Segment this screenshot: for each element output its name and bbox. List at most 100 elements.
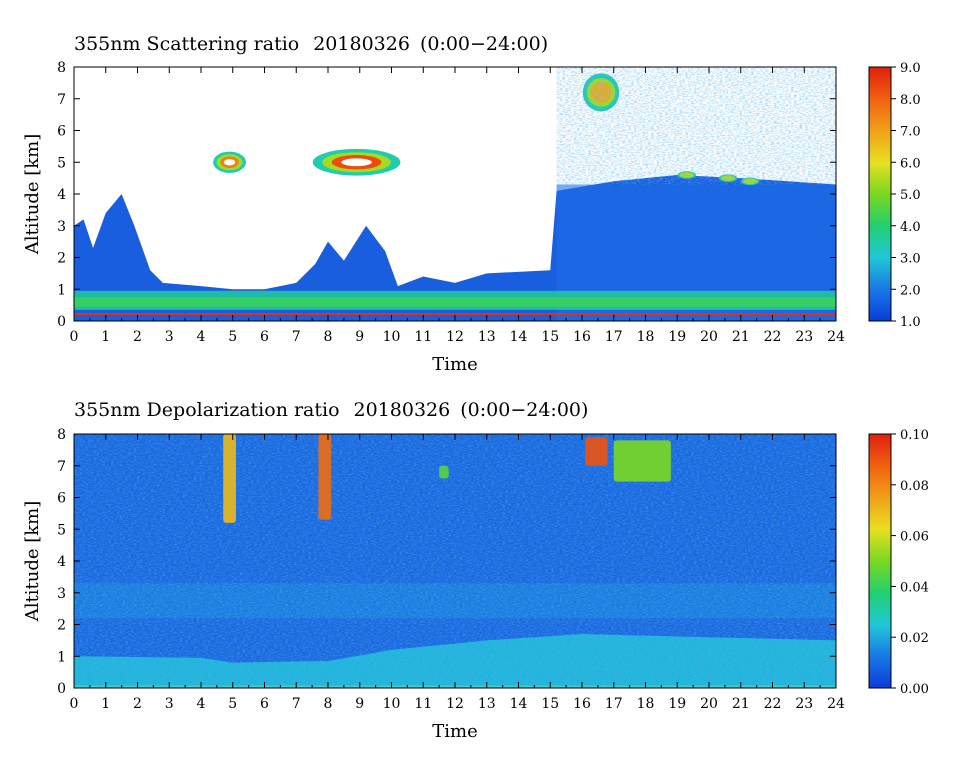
depolarization-ylabel: Altitude [km] — [22, 501, 43, 623]
x-tick-label: 7 — [292, 329, 301, 345]
y-tick-label: 8 — [57, 60, 66, 76]
x-tick-label: 12 — [446, 696, 464, 712]
colorbar-tick-label: 0.08 — [900, 479, 929, 494]
scattering-noise-region — [556, 67, 836, 185]
y-tick-label: 7 — [57, 459, 66, 475]
scattering-heatmap — [74, 67, 836, 321]
scattering-colorbar — [868, 66, 892, 322]
depolarization-feature — [439, 465, 449, 479]
colorbar-tick-label: 0.06 — [900, 530, 929, 545]
x-tick-label: 15 — [541, 329, 559, 345]
y-tick-label: 3 — [57, 586, 66, 602]
x-tick-label: 1 — [101, 696, 110, 712]
colorbar-tick-label: 4.0 — [900, 220, 921, 235]
x-tick-label: 14 — [510, 329, 528, 345]
x-tick-label: 9 — [355, 696, 364, 712]
scattering-title: 355nm Scattering ratio 20180326 (0:00−24:0… — [74, 33, 548, 55]
y-tick-label: 1 — [57, 649, 66, 665]
depolarization-heatmap — [74, 434, 836, 688]
x-tick-label: 10 — [383, 329, 401, 345]
aerosol-layer — [74, 297, 836, 307]
x-tick-label: 2 — [133, 329, 142, 345]
x-tick-label: 8 — [324, 696, 333, 712]
x-tick-label: 3 — [165, 696, 174, 712]
scattering-x-axis: 0 1 2 3 4 5 6 7 8 9 10 11 12 13 14 15 16 17 18 19 20 21 22 23 24 — [70, 67, 845, 345]
x-tick-label: 17 — [605, 329, 623, 345]
x-tick-label: 19 — [668, 329, 686, 345]
x-tick-label: 6 — [260, 329, 269, 345]
colorbar-tick-label: 2.0 — [900, 283, 921, 298]
colorbar-tick-label: 1.0 — [900, 315, 921, 330]
x-tick-label: 5 — [228, 329, 237, 345]
depolarization-colorbar-ticks: 0.00 0.02 0.04 0.06 0.08 0.10 — [891, 428, 929, 697]
x-tick-label: 12 — [446, 329, 464, 345]
colorbar-tick-label: 0.02 — [900, 631, 929, 646]
y-tick-label: 8 — [57, 427, 66, 443]
x-tick-label: 13 — [478, 329, 496, 345]
y-tick-label: 4 — [57, 187, 66, 203]
depolarization-panel: 355nm Depolarization ratio 20180326 (0:00−… — [22, 399, 929, 742]
x-tick-label: 18 — [637, 329, 655, 345]
depolarization-feature — [318, 434, 332, 520]
scattering-panel: 355nm Scattering ratio 20180326 (0:00−24:0… — [22, 33, 921, 375]
x-tick-label: 20 — [700, 696, 718, 712]
colorbar-tick-label: 8.0 — [900, 93, 921, 108]
colorbar-tick-label: 7.0 — [900, 125, 921, 140]
depolarization-noise — [74, 434, 836, 688]
x-tick-label: 1 — [101, 329, 110, 345]
x-tick-label: 7 — [292, 696, 301, 712]
x-tick-label: 14 — [510, 696, 528, 712]
x-tick-label: 16 — [573, 329, 591, 345]
x-tick-label: 8 — [324, 329, 333, 345]
x-tick-label: 20 — [700, 329, 718, 345]
scattering-colorbar-ticks: 1.0 2.0 3.0 4.0 5.0 6.0 7.0 8.0 9.0 — [891, 61, 921, 330]
x-tick-label: 21 — [732, 696, 750, 712]
x-tick-label: 9 — [355, 329, 364, 345]
y-tick-label: 7 — [57, 92, 66, 108]
depolarization-colorbar — [868, 433, 892, 689]
scattering-xlabel: Time — [432, 354, 477, 375]
colorbar-tick-label: 0.10 — [900, 428, 929, 443]
x-tick-label: 24 — [827, 696, 845, 712]
x-tick-label: 21 — [732, 329, 750, 345]
colorbar-tick-label: 0.00 — [900, 682, 929, 697]
scattering-y-axis: 0 1 2 3 4 5 6 7 8 — [57, 60, 836, 330]
cloud-feature-saturated — [223, 159, 236, 166]
colorbar-tick-label: 9.0 — [900, 61, 921, 76]
x-tick-label: 19 — [668, 696, 686, 712]
depolarization-x-axis: 0 1 2 3 4 5 6 7 8 9 10 11 12 13 14 15 16 17 18 19 20 21 22 23 24 — [70, 434, 845, 712]
x-tick-label: 2 — [133, 696, 142, 712]
colorbar-tick-label: 0.04 — [900, 580, 929, 595]
x-tick-label: 23 — [795, 329, 813, 345]
x-tick-label: 18 — [637, 696, 655, 712]
x-tick-label: 5 — [228, 696, 237, 712]
x-tick-label: 0 — [70, 696, 79, 712]
x-tick-label: 6 — [260, 696, 269, 712]
y-tick-label: 5 — [57, 155, 66, 171]
y-tick-label: 2 — [57, 618, 66, 634]
scattering-ylabel: Altitude [km] — [22, 134, 43, 256]
colorbar-tick-label: 3.0 — [900, 252, 921, 267]
cloud-feature-saturated — [341, 158, 372, 167]
y-tick-label: 6 — [57, 491, 66, 507]
x-tick-label: 11 — [414, 696, 432, 712]
depolarization-title: 355nm Depolarization ratio 20180326 (0:00−… — [74, 399, 588, 421]
y-tick-label: 0 — [57, 681, 66, 697]
y-tick-label: 1 — [57, 282, 66, 298]
x-tick-label: 23 — [795, 696, 813, 712]
x-tick-label: 0 — [70, 329, 79, 345]
depolarization-feature — [613, 440, 671, 482]
x-tick-label: 11 — [414, 329, 432, 345]
y-tick-label: 0 — [57, 314, 66, 330]
y-tick-label: 5 — [57, 522, 66, 538]
x-tick-label: 16 — [573, 696, 591, 712]
x-tick-label: 13 — [478, 696, 496, 712]
colorbar-tick-label: 5.0 — [900, 188, 921, 203]
x-tick-label: 24 — [827, 329, 845, 345]
y-tick-label: 6 — [57, 124, 66, 140]
x-tick-label: 22 — [764, 696, 782, 712]
depolarization-y-axis: 0 1 2 3 4 5 6 7 8 — [57, 427, 836, 697]
x-tick-label: 3 — [165, 329, 174, 345]
y-tick-label: 2 — [57, 251, 66, 267]
